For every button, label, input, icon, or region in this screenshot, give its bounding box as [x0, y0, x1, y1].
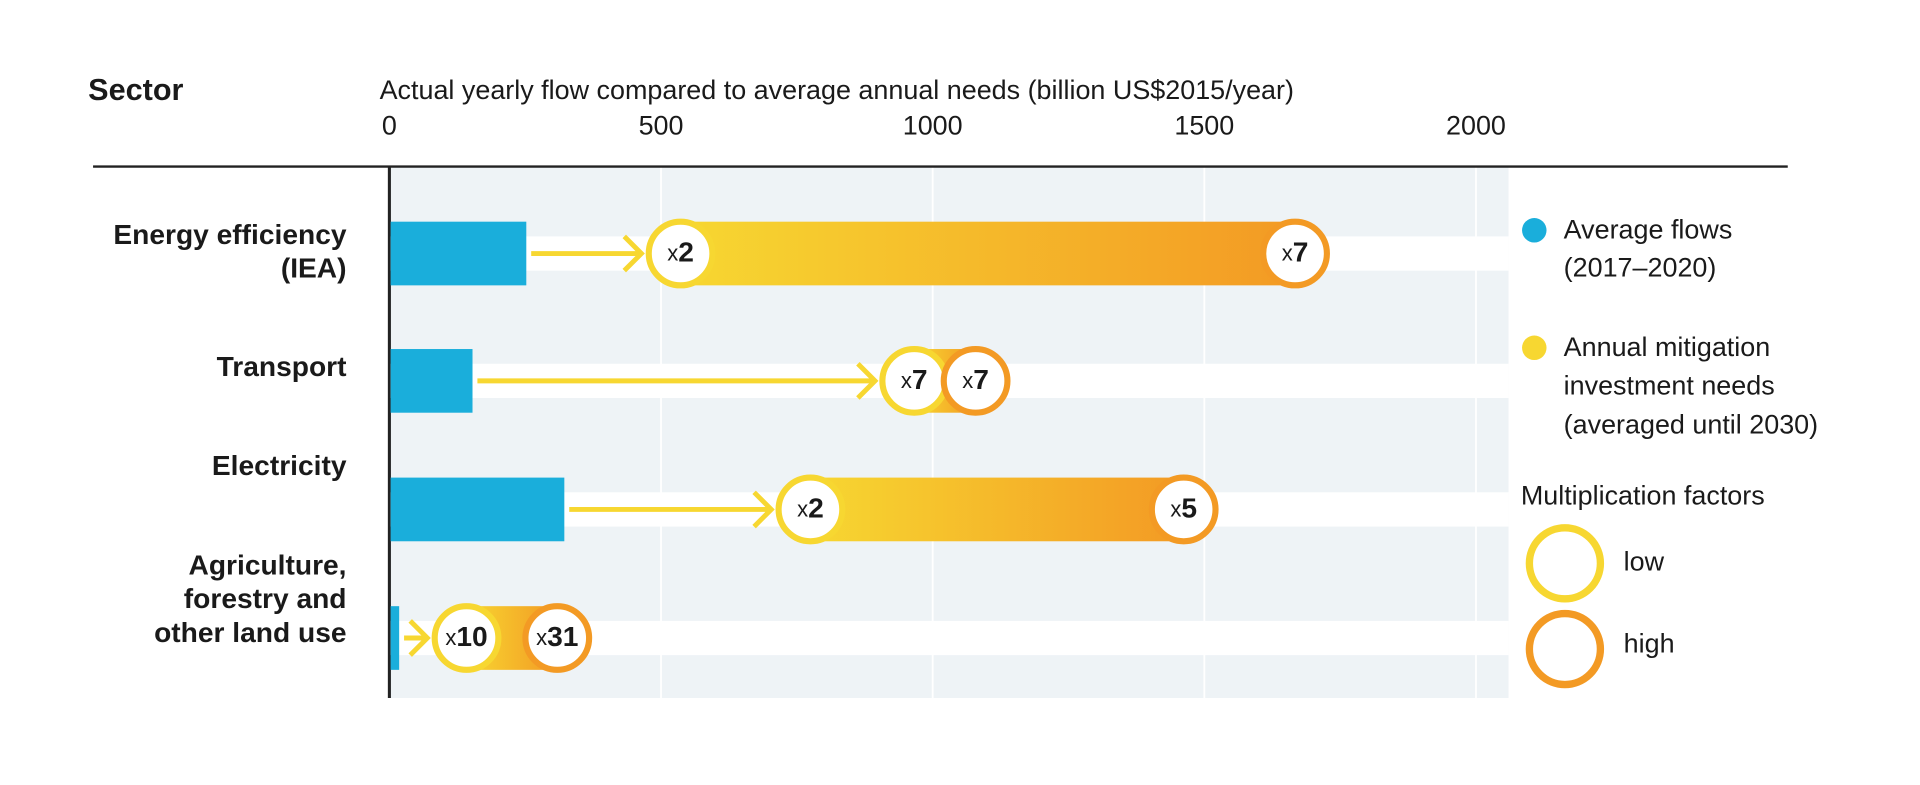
legend-label: (averaged until 2030) — [1564, 409, 1818, 439]
flow-bar — [390, 221, 527, 286]
category-label: Energy efficiency — [113, 219, 347, 250]
category-label: Agriculture, — [189, 549, 347, 580]
needs-range — [680, 221, 1296, 286]
x-tick-label: 2000 — [1446, 111, 1506, 141]
needs-range — [810, 477, 1184, 542]
y-axis-title: Sector — [88, 73, 183, 107]
factor-circle — [775, 474, 846, 545]
factor-circle — [431, 603, 502, 673]
category-label: other land use — [154, 617, 346, 648]
legend-circle — [1525, 524, 1605, 603]
legend-label: investment needs — [1564, 371, 1775, 401]
x-tick-label: 0 — [382, 111, 397, 141]
flow-bar — [390, 349, 473, 413]
category-label: forestry and — [184, 583, 347, 614]
factor-label: x2 — [797, 493, 824, 524]
legend-title: Multiplication factors — [1521, 480, 1765, 510]
arrow — [569, 490, 775, 529]
x-tick-label: 1500 — [1174, 111, 1234, 141]
flow-bar — [390, 477, 565, 542]
legend-label: high — [1624, 628, 1675, 658]
legend-swatch — [1522, 335, 1547, 361]
category-label: Electricity — [212, 450, 347, 481]
legend-label: Annual mitigation — [1564, 332, 1771, 362]
factor-label: x7 — [962, 365, 989, 396]
x-axis-title: Actual yearly flow compared to average a… — [380, 75, 1294, 105]
factor-circle — [1148, 474, 1219, 545]
legend-swatch — [1522, 218, 1547, 243]
category-label: (IEA) — [281, 252, 347, 283]
factor-circle — [1260, 218, 1330, 289]
arrow — [477, 361, 879, 400]
factor-label: x7 — [1282, 237, 1309, 268]
factor-label: x2 — [667, 237, 694, 268]
factor-circle — [940, 345, 1011, 416]
factor-label: x10 — [445, 622, 487, 653]
factor-label: x5 — [1170, 493, 1197, 524]
flow-bar — [390, 606, 400, 670]
legend-label: Average flows — [1564, 215, 1733, 245]
legend-label: low — [1624, 546, 1665, 576]
category-label: Transport — [217, 351, 347, 382]
factor-label: x7 — [901, 365, 928, 396]
x-tick-label: 1000 — [903, 111, 963, 141]
arrow — [531, 234, 645, 273]
arrow — [404, 619, 431, 657]
x-tick-label: 500 — [639, 111, 684, 141]
factor-label: x31 — [536, 622, 578, 653]
factor-circle — [522, 603, 593, 673]
legend-circle — [1525, 609, 1605, 689]
legend-label: (2017–2020) — [1564, 253, 1717, 283]
factor-circle — [645, 218, 716, 289]
